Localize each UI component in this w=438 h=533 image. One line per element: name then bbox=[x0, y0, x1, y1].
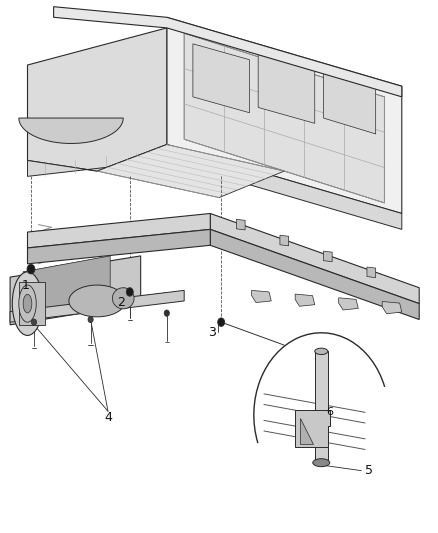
Circle shape bbox=[32, 319, 37, 325]
Ellipse shape bbox=[313, 459, 330, 467]
Polygon shape bbox=[258, 54, 315, 123]
Polygon shape bbox=[210, 229, 419, 319]
Polygon shape bbox=[300, 418, 313, 444]
Ellipse shape bbox=[19, 285, 36, 322]
Polygon shape bbox=[19, 118, 123, 143]
Polygon shape bbox=[323, 251, 332, 262]
Circle shape bbox=[164, 310, 170, 317]
Polygon shape bbox=[210, 214, 419, 304]
Ellipse shape bbox=[12, 272, 43, 335]
Polygon shape bbox=[193, 44, 250, 113]
Text: 4: 4 bbox=[104, 411, 112, 424]
Polygon shape bbox=[28, 229, 210, 264]
Text: 2: 2 bbox=[117, 296, 125, 309]
Polygon shape bbox=[23, 256, 110, 314]
Text: 5: 5 bbox=[365, 464, 373, 477]
Polygon shape bbox=[339, 298, 358, 310]
Circle shape bbox=[126, 288, 133, 296]
Circle shape bbox=[88, 317, 93, 322]
Polygon shape bbox=[28, 28, 167, 171]
Text: 6: 6 bbox=[326, 407, 333, 417]
Polygon shape bbox=[252, 290, 271, 303]
Polygon shape bbox=[323, 65, 376, 134]
Polygon shape bbox=[382, 302, 402, 314]
Polygon shape bbox=[237, 219, 245, 230]
Text: 3: 3 bbox=[208, 326, 216, 340]
Polygon shape bbox=[295, 294, 315, 306]
Polygon shape bbox=[280, 235, 289, 246]
Circle shape bbox=[218, 318, 225, 326]
Polygon shape bbox=[10, 256, 141, 325]
Polygon shape bbox=[367, 267, 376, 278]
Ellipse shape bbox=[23, 294, 32, 313]
Ellipse shape bbox=[315, 348, 328, 354]
Polygon shape bbox=[53, 7, 402, 97]
Polygon shape bbox=[69, 285, 125, 317]
Polygon shape bbox=[295, 410, 330, 447]
Text: 1: 1 bbox=[21, 279, 29, 292]
Polygon shape bbox=[315, 351, 328, 463]
Polygon shape bbox=[167, 17, 402, 214]
Polygon shape bbox=[184, 33, 385, 203]
Polygon shape bbox=[28, 144, 402, 229]
Polygon shape bbox=[10, 290, 184, 322]
Polygon shape bbox=[19, 282, 45, 325]
Polygon shape bbox=[28, 214, 210, 248]
Polygon shape bbox=[113, 288, 134, 309]
Polygon shape bbox=[97, 144, 284, 198]
Circle shape bbox=[27, 264, 35, 274]
